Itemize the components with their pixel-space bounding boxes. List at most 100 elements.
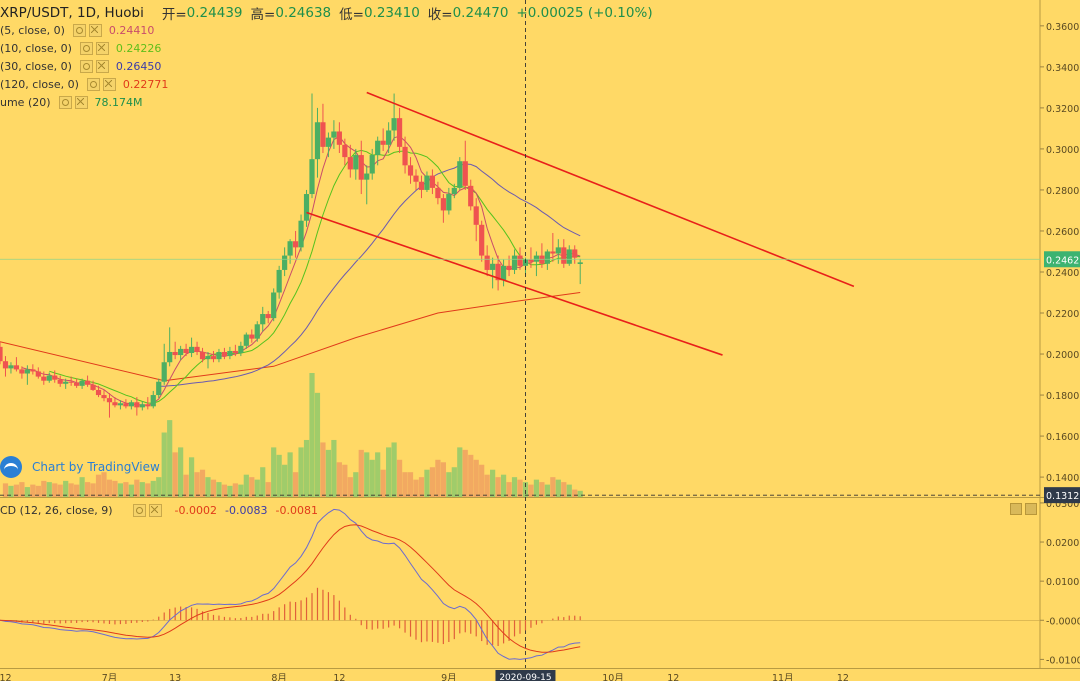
settings-icon[interactable] (86, 78, 100, 91)
candle-body (314, 122, 321, 160)
volume-bar (462, 449, 468, 497)
volume-bar (577, 490, 583, 497)
candle-body (358, 155, 364, 180)
candle-body (544, 251, 550, 264)
volume-bar (396, 459, 403, 497)
crosshair-date-tag (495, 670, 556, 681)
volume-bar (117, 483, 124, 497)
high-value: 0.24638 (275, 5, 332, 21)
macd-tick-label: -0.0000 (1046, 616, 1080, 627)
close-icon[interactable] (74, 96, 88, 109)
candle-body (2, 361, 9, 369)
volume-bar (282, 464, 288, 497)
indicator-value: 0.24226 (115, 42, 162, 55)
macd-hist-value: -0.0002 (174, 504, 218, 517)
indicator-row-volume[interactable]: ume (20) 78.174M (0, 96, 143, 109)
time-tick-label: 12 (667, 673, 679, 681)
candle-body (52, 375, 58, 380)
indicator-value: 0.26450 (115, 60, 162, 73)
volume-bar (79, 477, 85, 497)
price-tick-label: 0.1800 (1046, 391, 1079, 402)
close-icon[interactable] (95, 60, 109, 73)
volume-bar (183, 474, 189, 497)
candle-body (500, 265, 507, 281)
volume-bar (314, 392, 321, 497)
volume-bar (150, 480, 156, 497)
volume-bar (178, 447, 184, 497)
symbol-title[interactable]: XRP/USDT, 1D, Huobi (0, 5, 144, 21)
settings-icon[interactable] (79, 60, 93, 73)
tradingview-watermark[interactable]: Chart by TradingView (0, 456, 160, 478)
open-value: 0.24439 (186, 5, 243, 21)
volume-bar (249, 477, 255, 497)
volume-bar (572, 489, 578, 497)
indicator-row-ma5[interactable]: (5, close, 0) 0.24410 (0, 24, 154, 37)
close-icon[interactable] (95, 42, 109, 55)
settings-icon[interactable] (72, 24, 86, 37)
macd-tick-label: 0.0300 (1046, 499, 1079, 510)
volume-bar (227, 485, 233, 497)
last-price-tag (1044, 251, 1080, 268)
close-icon[interactable] (102, 78, 116, 91)
volume-bar (522, 482, 529, 497)
macd-label: CD (12, 26, close, 9) (0, 504, 113, 517)
time-tick-label: 11月 (772, 673, 794, 681)
volume-bar (407, 472, 414, 497)
price-tick-label: 0.2800 (1046, 186, 1079, 197)
pane-move-up-icon[interactable] (1010, 503, 1022, 515)
volume-bar (265, 482, 271, 497)
volume-bar (260, 467, 266, 497)
close-value: 0.24470 (452, 5, 509, 21)
time-tick-label: 13 (169, 673, 181, 681)
volume-bar (41, 480, 47, 497)
candle-body (331, 131, 337, 138)
candle-body (221, 351, 228, 357)
candle-body (172, 351, 178, 356)
indicator-row-ma120[interactable]: (120, close, 0) 0.22771 (0, 78, 168, 91)
volume-bar (479, 464, 485, 497)
candle-body (402, 146, 408, 166)
volume-bar (188, 457, 195, 497)
last-price-label: 0.2462 (1046, 255, 1079, 266)
candle-body (156, 381, 162, 396)
candle-body (24, 369, 30, 374)
candle-body (413, 175, 419, 182)
volume-bar (429, 467, 436, 497)
candle-body (183, 348, 189, 354)
volume-bar (112, 480, 118, 497)
settings-icon[interactable] (58, 96, 72, 109)
candle-body (375, 140, 381, 156)
macd-legend[interactable]: CD (12, 26, close, 9) -0.0002 -0.0083 -0… (0, 504, 318, 517)
volume-bar (544, 484, 550, 497)
trend-channel-line (306, 211, 723, 356)
indicator-value: 0.22771 (122, 78, 169, 91)
candle-body (572, 249, 578, 258)
indicator-row-ma10[interactable]: (10, close, 0) 0.24226 (0, 42, 161, 55)
close-label: 收= (427, 7, 453, 23)
volume-bar (550, 477, 556, 497)
candle-body (506, 265, 512, 270)
volume-bar (440, 462, 446, 497)
candle-body (41, 376, 47, 381)
candle-body (30, 369, 36, 372)
price-tick-label: 0.3600 (1046, 22, 1079, 33)
indicator-row-ma30[interactable]: (30, close, 0) 0.26450 (0, 60, 161, 73)
candle-body (8, 365, 14, 369)
volume-bar (90, 483, 96, 497)
candle-body (0, 346, 3, 362)
volume-bar (145, 483, 151, 497)
close-icon[interactable] (88, 24, 102, 37)
indicator-label: (30, close, 0) (0, 60, 72, 73)
close-icon[interactable] (148, 504, 162, 517)
candle-body (216, 351, 222, 360)
volume-bar (353, 472, 359, 497)
candle-body (555, 247, 561, 254)
pane-move-down-icon[interactable] (1025, 503, 1037, 515)
time-tick-label: 7月 (102, 673, 118, 681)
volume-bar (161, 432, 167, 497)
settings-icon[interactable] (132, 504, 146, 517)
candle-body (167, 351, 173, 363)
candle-body (243, 334, 249, 346)
settings-icon[interactable] (79, 42, 93, 55)
